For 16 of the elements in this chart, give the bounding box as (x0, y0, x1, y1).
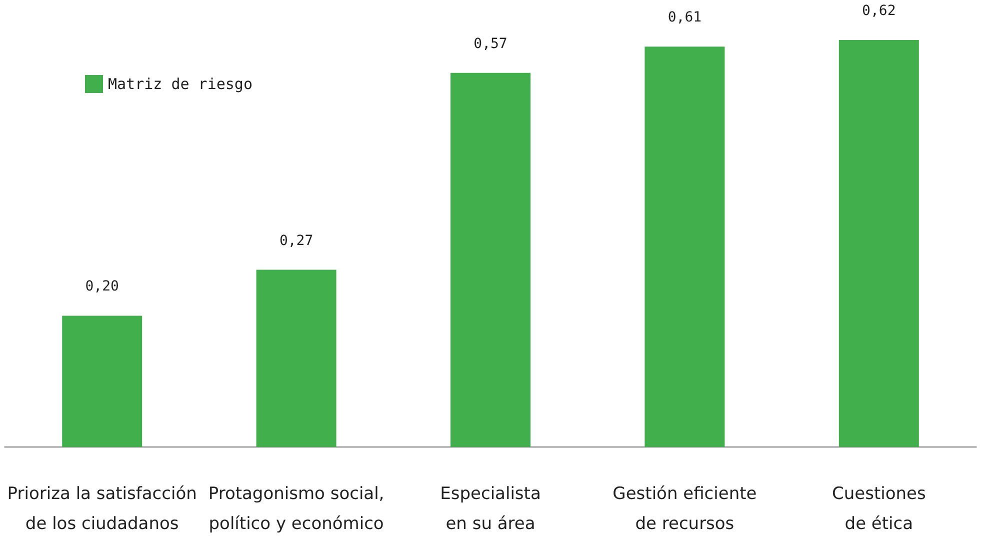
x-tick-label: Prioriza la satisfacción de los ciudadanos (7, 484, 197, 534)
bar (838, 40, 919, 447)
x-tick-label: Protagonismo social, político y económico (208, 484, 384, 534)
bar (450, 72, 530, 447)
data-label: 0,20 (85, 278, 119, 295)
bar (256, 270, 336, 447)
x-tick-label: Especialista en su área (440, 484, 541, 534)
data-label: 0,57 (474, 36, 508, 52)
data-label: 0,62 (862, 3, 896, 19)
bar (62, 316, 142, 447)
bar (644, 46, 725, 447)
x-tick-label: Cuestiones de ética (832, 484, 926, 534)
data-label: 0,61 (668, 10, 702, 26)
x-tick-label: Gestión eficiente de recursos (612, 484, 757, 534)
legend-label: Matriz de riesgo (108, 75, 252, 93)
data-label: 0,27 (279, 232, 314, 249)
